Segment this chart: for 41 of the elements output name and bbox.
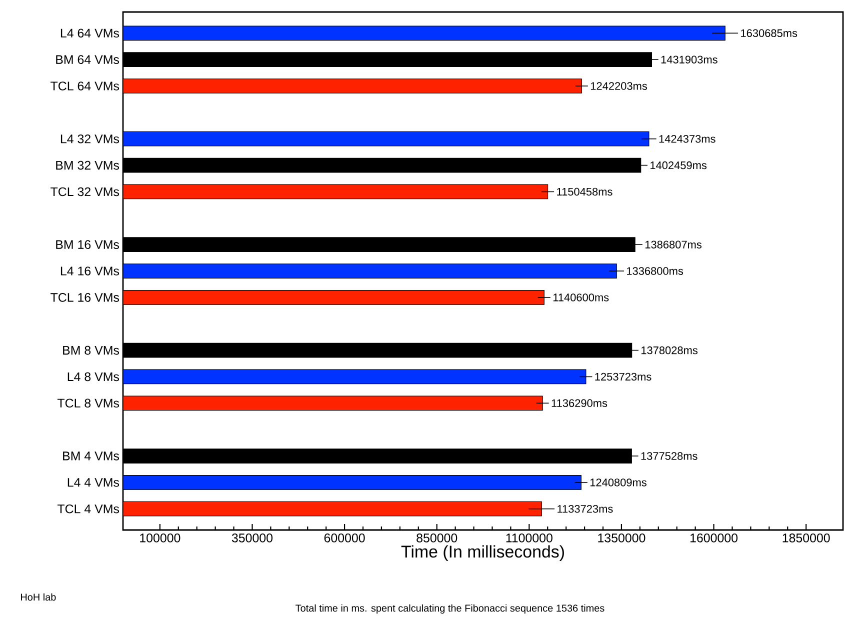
x-tick-label: 100000 (140, 534, 180, 542)
data-label: 1253723ms (595, 372, 652, 381)
y-tick-label: BM 16 VMs (56, 240, 120, 249)
y-tick-label: TCL 32 VMs (50, 187, 120, 196)
y-tick-label: L4 64 VMs (60, 28, 120, 38)
data-label: 1630685ms (741, 29, 798, 38)
x-tick-label: 1850000 (782, 534, 830, 542)
y-tick-label: L4 4 VMs (68, 478, 120, 487)
x-tick-label: 850000 (416, 534, 458, 542)
y-tick-label: TCL 8 VMs (57, 398, 120, 408)
y-tick-label: TCL 16 VMs (50, 293, 120, 302)
y-tick-label: TCL 4 VMs (57, 504, 120, 514)
data-label: 1150458ms (557, 188, 612, 196)
data-label: 1336800ms (627, 267, 684, 275)
y-tick-label: BM 32 VMs (56, 160, 120, 170)
x-tick-label: 1100000 (506, 534, 552, 542)
text: Total time in ms. spent calculating the Fibonacci sequence 1536 times (296, 604, 604, 614)
y-tick-label: BM 4 VMs (63, 452, 120, 460)
x-tick-label: 350000 (232, 534, 273, 542)
data-label: 1136290ms (552, 399, 608, 408)
data-label: 1242203ms (590, 82, 647, 90)
data-label: 1424373ms (659, 134, 716, 143)
y-tick-label: L4 16 VMs (60, 266, 120, 276)
data-label: 1140600ms (553, 294, 609, 302)
y-tick-label: BM 64 VMs (56, 55, 120, 64)
data-label: 1378028ms (641, 346, 698, 354)
y-tick-label: BM 8 VMs (63, 346, 120, 355)
x-tick-label: 1600000 (690, 534, 738, 542)
x-tick-label: 1350000 (598, 534, 646, 542)
data-label: 1377528ms (641, 452, 698, 460)
data-label: 1386807ms (645, 240, 702, 248)
data-label: 1431903ms (661, 56, 718, 64)
y-tick-label: L4 8 VMs (68, 372, 120, 382)
x-axis-title: Time (In milliseconds) (401, 545, 564, 561)
text: HoH lab (21, 593, 56, 601)
y-tick-label: L4 32 VMs (60, 134, 120, 144)
data-label: 1133723ms (558, 504, 613, 513)
y-tick-label: TCL 64 VMs (50, 82, 120, 90)
data-label: 1402459ms (650, 161, 707, 170)
data-label: 1240809ms (590, 478, 646, 486)
x-tick-label: 600000 (324, 534, 365, 542)
